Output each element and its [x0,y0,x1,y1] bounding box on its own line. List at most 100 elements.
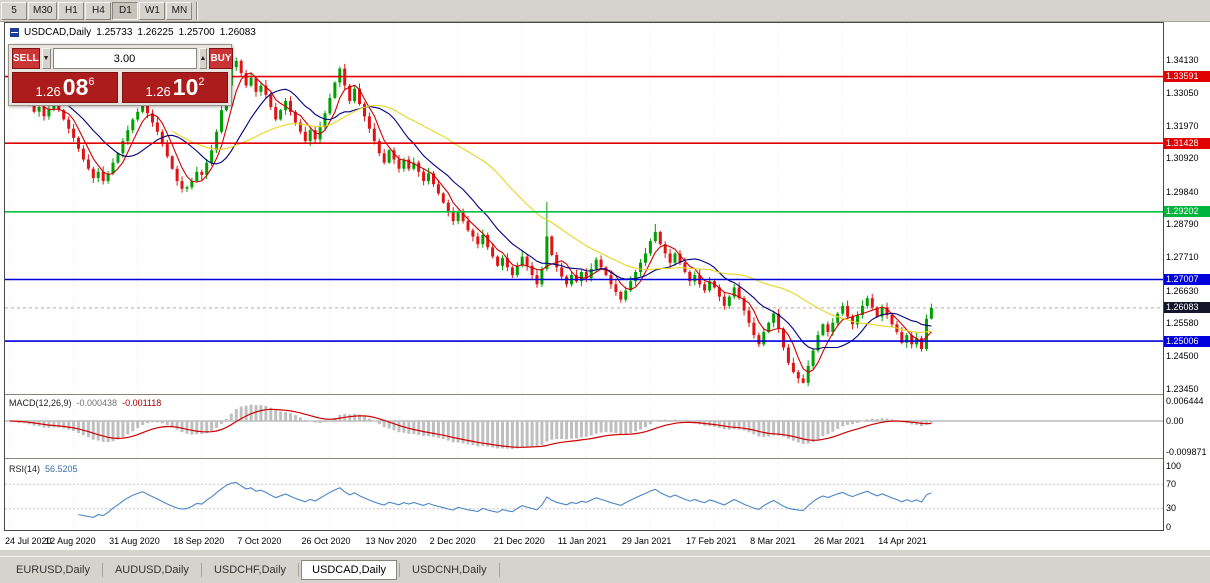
date-label: 14 Apr 2021 [878,536,927,546]
sell-price-pips: 08 [62,74,89,100]
macd-signal-value: -0.001118 [122,398,162,408]
date-label: 31 Aug 2020 [109,536,160,546]
macd-canvas[interactable] [5,396,1163,458]
rsi-panel-separator[interactable] [5,458,1163,460]
price-axis-label: 1.34130 [1166,55,1199,65]
price-axis[interactable]: 1.34130 1.33591 1.33050 1.31970 1.31428 1.309… [1164,22,1210,531]
price-axis-flag: 1.31428 [1164,138,1210,149]
price-axis-flag: 1.26083 [1164,302,1210,313]
date-label: 18 Sep 2020 [173,536,225,546]
date-label: 26 Mar 2021 [814,536,865,546]
tab-separator [101,563,103,577]
buy-price-pips: 10 [172,74,199,100]
rsi-axis-label: 100 [1166,461,1182,471]
buy-price-base: 1.26 [145,84,171,99]
chart-low-value: 1.25700 [178,27,215,38]
tab-separator [399,563,401,577]
price-axis-flag: 1.33591 [1164,71,1210,82]
timeframe-d1-button[interactable]: D1 [112,1,139,20]
price-axis-flag: 1.27007 [1164,274,1210,285]
timeframe-h1-button[interactable]: H1 [58,1,85,20]
price-axis-label: 1.31970 [1166,121,1199,131]
rsi-axis-label: 0 [1166,522,1172,531]
time-axis[interactable]: 24 Jul 2020 12 Aug 2020 31 Aug 2020 18 Sep … [4,533,1164,550]
price-axis-label: 1.25580 [1166,318,1199,328]
tab-usdcad-daily[interactable]: USDCAD,Daily [301,560,398,580]
volume-increase-button[interactable]: ▲ [198,48,208,69]
timeframe-mn-button[interactable]: MN [166,1,193,20]
sell-button[interactable]: SELL [12,48,40,69]
timeframe-w1-button[interactable]: W1 [139,1,166,20]
macd-histogram [8,404,933,450]
price-axis-flag: 1.29202 [1164,206,1210,217]
buy-price-point: 2 [198,76,205,88]
tab-usdcnh-daily[interactable]: USDCNH,Daily [412,564,487,576]
tab-separator [498,563,500,577]
date-label: 29 Jan 2021 [621,536,672,546]
horizontal-lines-layer [5,75,1163,342]
timeframe-toolbar: 5 M30 H1 H4 D1 W1 MN [0,0,1210,22]
macd-panel-separator[interactable] [5,394,1163,396]
sell-price-display[interactable]: 1.26 08 6 [12,72,118,103]
tab-eurusd-daily[interactable]: EURUSD,Daily [16,564,90,576]
rsi-axis-label: 70 [1166,479,1177,489]
macd-axis-label: -0.009871 [1166,447,1207,457]
date-label: 7 Oct 2020 [237,536,282,546]
price-chart-canvas[interactable] [5,23,1163,394]
date-label: 21 Dec 2020 [493,536,545,546]
one-click-trading-panel: SELL ▼ ▲ BUY 1.26 08 6 1.26 10 2 [8,44,233,106]
price-axis-label: 1.28790 [1166,219,1199,229]
tab-separator [200,563,202,577]
chart-high-value: 1.26225 [137,27,174,38]
price-axis-flag: 1.25006 [1164,336,1210,347]
rsi-line [78,481,932,518]
buy-button[interactable]: BUY [209,48,233,69]
chart-window: USDCAD,Daily 1.25733 1.26225 1.25700 1.2… [0,22,1210,550]
chart-close-value: 1.26083 [219,27,256,38]
date-label: 11 Jan 2021 [557,536,607,546]
price-axis-label: 1.23450 [1166,384,1199,394]
chart-plot-area[interactable]: USDCAD,Daily 1.25733 1.26225 1.25700 1.2… [4,22,1164,531]
sell-price-point: 6 [88,76,95,88]
chart-symbol-label: USDCAD,Daily [24,27,92,38]
rsi-axis-label: 30 [1166,503,1177,513]
buy-price-display[interactable]: 1.26 10 2 [122,72,228,103]
macd-label: MACD(12,26,9) [9,398,72,408]
chart-icon [10,28,19,37]
macd-signal-line [9,408,932,448]
date-label: 2 Dec 2020 [429,536,476,546]
date-label: 24 Jul 2020 [5,536,52,546]
rsi-value: 56.5205 [45,464,78,474]
tab-separator [298,563,300,577]
volume-input[interactable] [52,48,197,69]
date-label: 8 Mar 2021 [750,536,796,546]
price-axis-label: 1.24500 [1166,351,1199,361]
rsi-label: RSI(14) [9,464,41,474]
timeframe-m5-button[interactable]: 5 [1,1,27,20]
tab-audusd-daily[interactable]: AUDUSD,Daily [114,564,189,576]
grid-layer [9,460,908,530]
sell-price-base: 1.26 [35,84,61,99]
price-axis-label: 1.26630 [1166,286,1199,296]
price-axis-label: 1.29840 [1166,187,1199,197]
rsi-header: RSI(14) 56.5205 [9,464,78,474]
price-axis-label: 1.27710 [1166,252,1199,262]
price-axis-label: 1.30920 [1166,153,1199,163]
macd-header: MACD(12,26,9) -0.000438 -0.001118 [9,398,161,408]
macd-axis-label: 0.00 [1166,416,1184,426]
macd-main-value: -0.000438 [76,398,118,408]
date-label: 12 Aug 2020 [45,536,96,546]
chart-tab-bar: EURUSD,Daily AUDUSD,Daily USDCHF,Daily U… [0,556,1210,583]
rsi-canvas[interactable] [5,460,1163,530]
timeframe-m30-button[interactable]: M30 [28,1,58,20]
moving-averages-layer [28,72,932,374]
price-axis-label: 1.33050 [1166,88,1199,98]
macd-axis-label: 0.006444 [1166,396,1204,406]
timeframe-h4-button[interactable]: H4 [85,1,112,20]
tab-usdchf-daily[interactable]: USDCHF,Daily [213,564,287,576]
date-label: 17 Feb 2021 [685,536,737,546]
volume-decrease-button[interactable]: ▼ [41,48,51,69]
date-label: 26 Oct 2020 [301,536,351,546]
chart-ohlc-title: USDCAD,Daily 1.25733 1.26225 1.25700 1.2… [10,27,256,38]
